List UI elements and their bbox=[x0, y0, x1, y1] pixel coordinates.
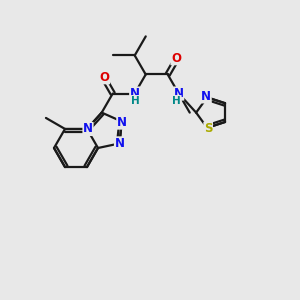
Text: H: H bbox=[172, 95, 181, 106]
Text: N: N bbox=[174, 87, 184, 100]
Text: N: N bbox=[201, 90, 211, 103]
Text: N: N bbox=[130, 87, 140, 100]
Text: H: H bbox=[131, 95, 140, 106]
Text: N: N bbox=[83, 122, 93, 135]
Text: N: N bbox=[117, 116, 127, 129]
Text: S: S bbox=[204, 122, 212, 135]
Text: O: O bbox=[171, 52, 181, 65]
Text: O: O bbox=[100, 71, 110, 84]
Text: N: N bbox=[115, 137, 124, 150]
